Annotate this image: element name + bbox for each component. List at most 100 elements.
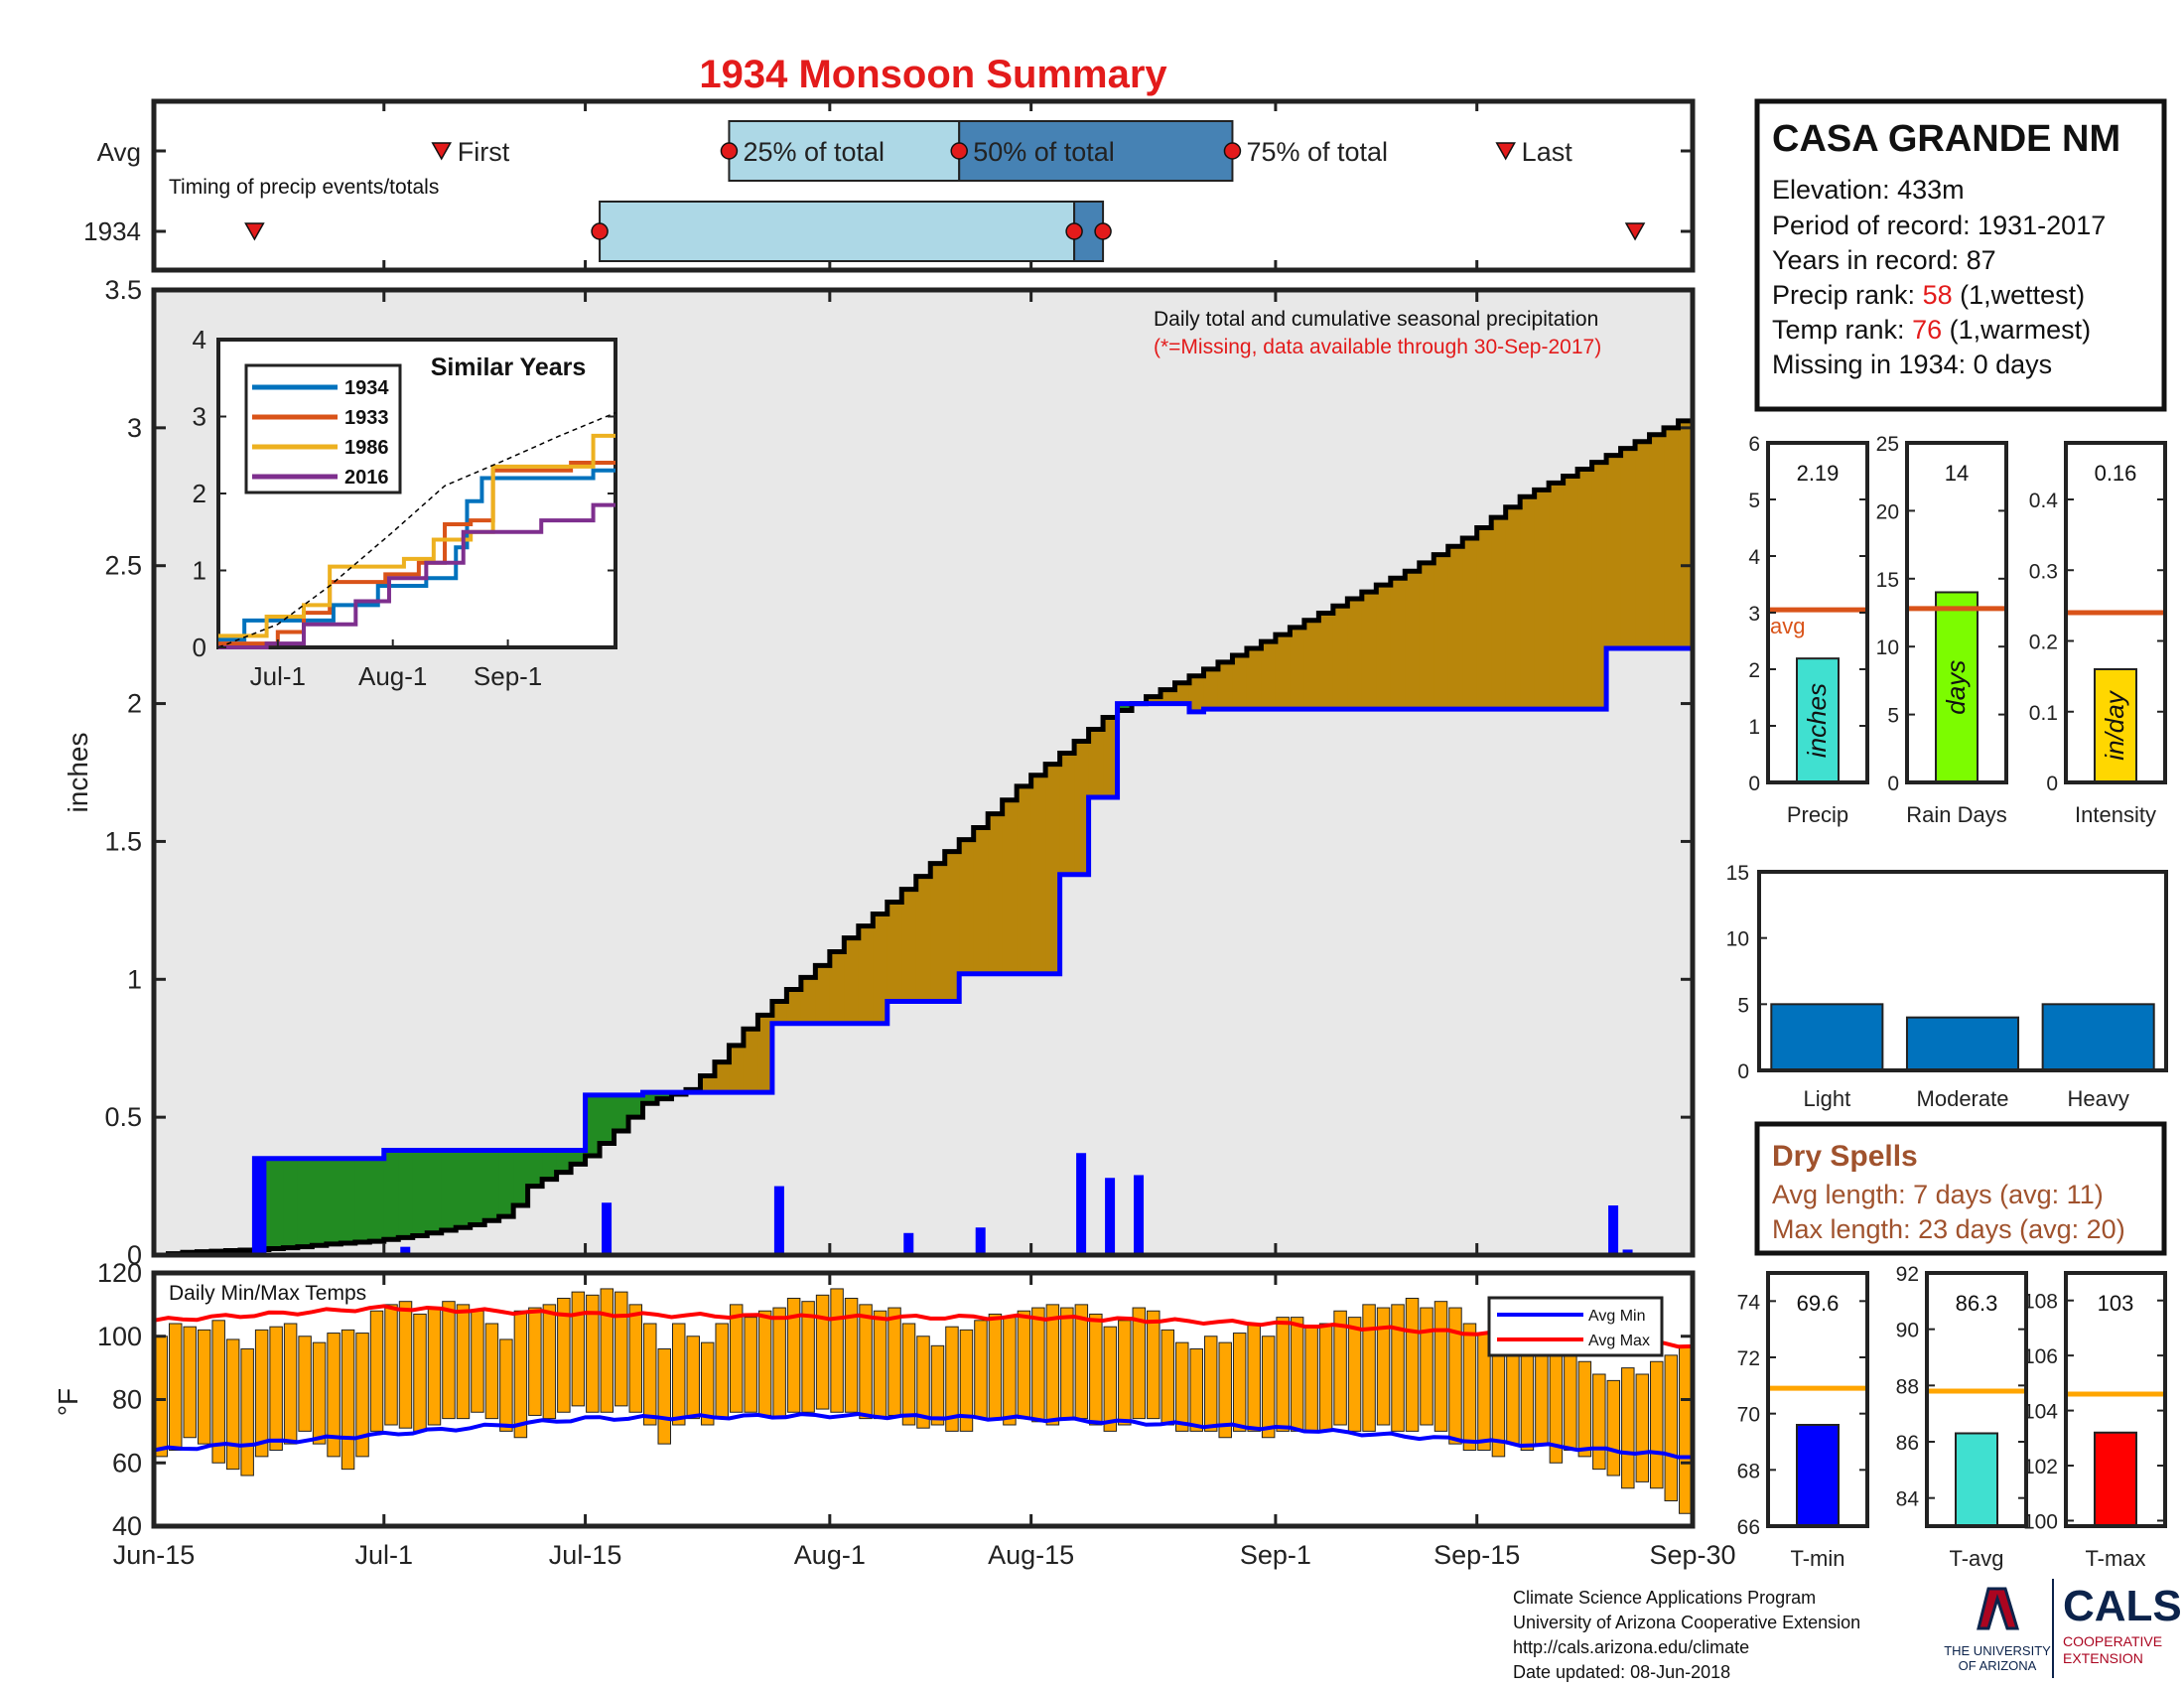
t-avg-ytick-label: 88 [1896, 1375, 1919, 1398]
university-of-arizona-logo: THE UNIVERSITY OF ARIZONA [1944, 1587, 2051, 1673]
difference-fill-segment [1232, 654, 1248, 710]
xtick-label: Jun-15 [113, 1540, 196, 1570]
difference-fill-segment [1117, 703, 1133, 711]
temp-bar [484, 1323, 499, 1420]
temp-bar [1118, 1320, 1132, 1426]
difference-fill-segment [657, 1092, 673, 1099]
difference-fill-segment [1174, 682, 1190, 704]
difference-fill-segment [1074, 741, 1090, 875]
temp-bar [1175, 1341, 1189, 1432]
daily-precip-bar [1622, 1249, 1633, 1255]
temp-bar [801, 1301, 815, 1413]
avg-min-line [153, 1411, 1694, 1460]
difference-fill-segment [915, 876, 931, 1002]
footer-credits: Climate Science Applications Program Uni… [1513, 1588, 1860, 1682]
precip-total-ytick-label: 3 [1748, 603, 1760, 626]
difference-fill-segment [887, 902, 902, 1002]
difference-fill-segment [873, 914, 888, 1024]
t-min-ytick-label: 72 [1737, 1347, 1760, 1370]
temp-bar [413, 1313, 427, 1432]
difference-fill-segment [369, 1158, 385, 1242]
temp-ylabel: °F [53, 1388, 83, 1416]
t-max-bar [2094, 1431, 2137, 1527]
temp-bar [197, 1329, 211, 1445]
inset-series-2016 [218, 502, 615, 649]
similar-years-inset: 0 1 2 3 4 Jul-1 Aug-1 Sep-1 Similar Years 1934 1… [193, 325, 617, 691]
inset-xtick-label: Aug-1 [358, 661, 427, 691]
ua-a-icon [1977, 1587, 2020, 1630]
temp-bar [815, 1294, 830, 1410]
difference-fill-segment [1462, 537, 1478, 710]
difference-fill-segment [1433, 554, 1449, 710]
precip-total-ytick-label: 2 [1748, 659, 1760, 682]
temp-bar [398, 1301, 413, 1429]
temp-bar [471, 1310, 484, 1413]
temp-bar [700, 1341, 715, 1426]
temp-bar [1650, 1360, 1664, 1489]
temp-bar [1391, 1304, 1405, 1432]
t-avg-chart: 86.3 84 86 88 90 92 T-avg [1896, 1263, 2028, 1571]
main-ytick-label: 3 [127, 413, 142, 443]
t-avg-value: 86.3 [1956, 1291, 1998, 1316]
temp-bar [384, 1304, 398, 1426]
temp-bar [341, 1329, 355, 1471]
rain-days-bar [1935, 591, 1979, 783]
precip-total-value: 2.19 [1797, 461, 1840, 486]
temp-bar [154, 1336, 168, 1458]
difference-fill-segment [714, 1061, 731, 1093]
precip-total-unit-label: inches [1802, 683, 1832, 758]
difference-fill-segment [1347, 599, 1363, 710]
inset-title: Similar Years [431, 353, 587, 381]
q50-label: 50% of total [973, 137, 1115, 167]
difference-fill-segment [901, 889, 917, 1002]
xtick-label: Sep-30 [1649, 1540, 1735, 1570]
inset-legend-label: 1933 [344, 407, 389, 429]
difference-fill-segment [844, 937, 860, 1024]
difference-fill-segment [498, 1150, 514, 1217]
temp-bar [456, 1304, 471, 1420]
temp-bar [225, 1338, 240, 1471]
temp-bar [254, 1329, 269, 1458]
t-avg-ytick-label: 90 [1896, 1320, 1919, 1342]
temp-bar [442, 1301, 456, 1420]
difference-fill-segment [1505, 506, 1521, 710]
intensity-ytick-label: 0.4 [2029, 490, 2059, 512]
daily-precip-bar [1076, 1153, 1087, 1255]
t-max-chart: 103 100 102 104 106 108 T-max [2023, 1271, 2167, 1571]
daily-precip-bar [773, 1186, 784, 1255]
t-min-ytick-label: 66 [1737, 1516, 1760, 1539]
t-min-bar [1796, 1424, 1840, 1527]
temp-bar [1420, 1307, 1433, 1426]
temp-ytick-label: 40 [112, 1511, 142, 1541]
difference-fill-segment [341, 1158, 356, 1243]
temp-bar [1103, 1326, 1118, 1432]
temp-bar [628, 1304, 643, 1413]
events-xlabel: Light [1803, 1086, 1850, 1111]
avg-q75-marker [1223, 142, 1242, 160]
temp-bar [499, 1338, 513, 1432]
difference-fill-segment [1534, 490, 1550, 710]
precip-events-chart: Light Moderate Heavy 0 5 10 15 [1726, 862, 2168, 1111]
temp-bar [1635, 1373, 1650, 1482]
t-avg-ytick-label: 92 [1896, 1263, 1919, 1286]
temp-bar [312, 1341, 327, 1445]
temp-legend: Avg Min Avg Max [1487, 1296, 1664, 1357]
difference-fill-segment [1275, 634, 1291, 710]
inset-legend-label: 1986 [344, 437, 389, 459]
temp-bar [772, 1307, 786, 1420]
timing-subtitle: Timing of precip events/totals [169, 176, 439, 199]
temp-bar [1376, 1307, 1391, 1426]
t-avg-xlabel: T-avg [1949, 1546, 2003, 1571]
difference-fill-segment [1290, 627, 1305, 710]
timing-row-year-label: 1934 [83, 216, 141, 246]
precip-total-chart: 2.19 0 1 2 3 4 5 6 Precip inches avg [1748, 433, 1869, 827]
station-years: Years in record: 87 [1772, 245, 1996, 275]
temp-bar [1405, 1298, 1420, 1432]
temp-bar [988, 1313, 1003, 1420]
t-avg-bar [1955, 1432, 1998, 1527]
daily-precip-bar [256, 1158, 267, 1255]
difference-fill-segment [829, 951, 845, 1024]
footer-line3: http://cals.arizona.edu/climate [1513, 1637, 1749, 1657]
precip-total-ytick-label: 4 [1748, 546, 1760, 569]
difference-fill-segment [1261, 641, 1277, 710]
